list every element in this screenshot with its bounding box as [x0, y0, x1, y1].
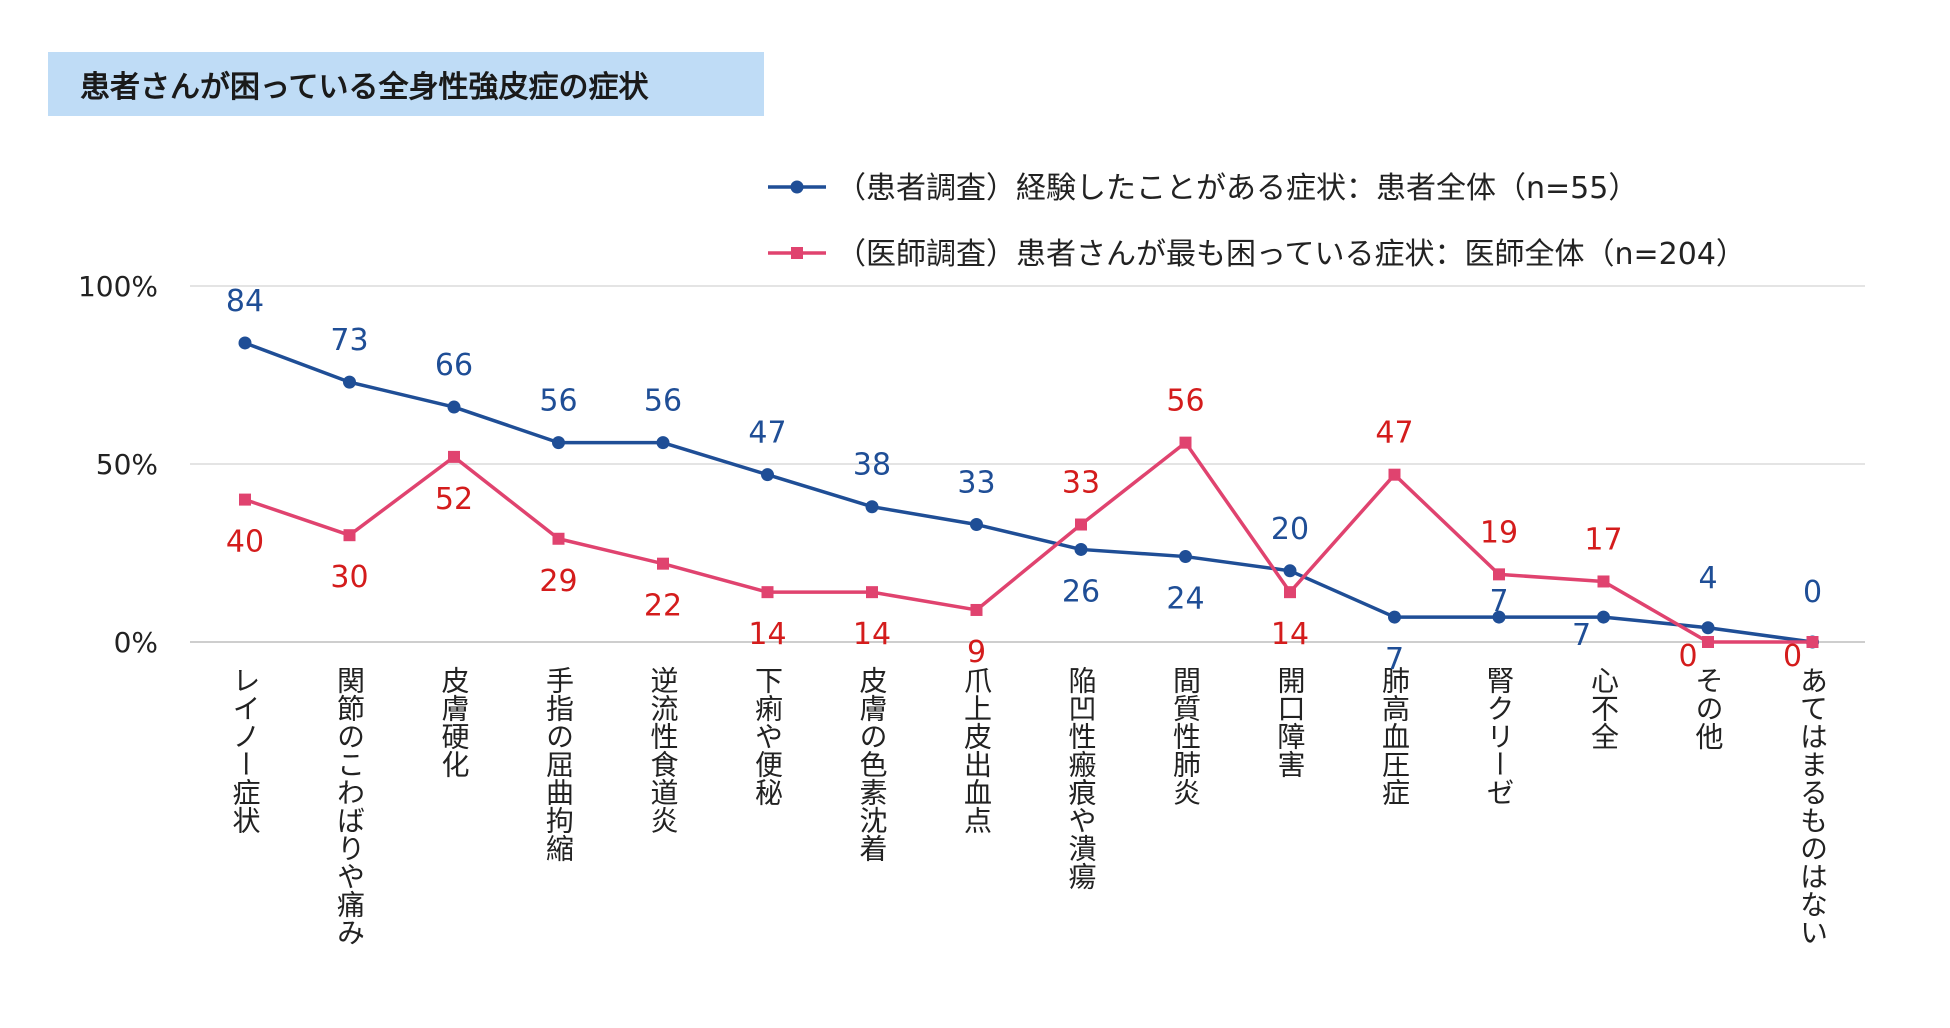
series-line-1	[244, 341, 1813, 644]
data-label: 19	[1480, 515, 1518, 550]
data-point	[552, 532, 565, 545]
x-category-label: 逆流性食道炎	[647, 666, 680, 834]
data-label: 33	[957, 466, 995, 501]
x-category-label: 心不全	[1587, 666, 1620, 750]
data-label: 38	[853, 448, 891, 483]
y-tick-label: 0%	[114, 626, 158, 659]
data-point	[343, 529, 356, 542]
data-point	[761, 468, 774, 482]
chart-title-box: 患者さんが困っている全身性強皮症の症状	[48, 52, 764, 116]
data-label: 14	[1271, 617, 1309, 652]
data-label: 30	[330, 560, 368, 595]
x-category-label: あてはまるものはない	[1796, 666, 1829, 946]
x-category-label: 開口障害	[1274, 666, 1307, 778]
legend-marker-2	[791, 247, 803, 259]
data-point	[447, 400, 461, 414]
x-category-label: 皮膚の色素沈着	[856, 666, 889, 862]
data-label: 0	[1783, 639, 1802, 674]
data-label: 7	[1572, 618, 1591, 653]
x-category-label: 関節のこわばりや痛み	[333, 666, 366, 946]
data-point	[238, 336, 252, 350]
data-point	[1388, 610, 1401, 624]
data-point	[552, 436, 565, 450]
data-label: 29	[539, 564, 577, 599]
data-label: 56	[539, 384, 577, 419]
data-label: 56	[1166, 384, 1204, 419]
data-label: 7	[1489, 584, 1508, 619]
data-point	[657, 557, 669, 570]
data-label: 17	[1584, 522, 1622, 557]
data-label: 73	[330, 323, 368, 358]
data-label: 26	[1062, 574, 1100, 609]
data-label: 47	[748, 416, 786, 451]
x-category-label: 手指の屈曲拘縮	[542, 666, 575, 862]
legend-label-1: （患者調査）経験したことがある症状：患者全体（n=55）	[836, 171, 1638, 206]
data-point	[1597, 610, 1610, 624]
data-label: 56	[644, 384, 682, 419]
data-point	[343, 375, 356, 389]
data-label: 4	[1698, 561, 1717, 596]
x-category-label: レイノー症状	[229, 666, 262, 834]
data-label: 40	[226, 525, 264, 560]
data-point	[866, 586, 878, 599]
data-label: 7	[1385, 642, 1404, 677]
data-point	[1493, 568, 1505, 581]
data-label: 9	[967, 635, 986, 670]
data-point	[1702, 636, 1714, 648]
chart-title: 患者さんが困っている全身性強皮症の症状	[80, 70, 649, 105]
legend-label-2: （医師調査）患者さんが最も困っている症状：医師全体（n=204）	[836, 237, 1746, 272]
y-tick-label: 50%	[96, 448, 158, 481]
data-point	[1701, 621, 1715, 635]
x-category-label: その他	[1692, 666, 1725, 750]
data-label: 33	[1062, 466, 1100, 501]
data-label: 84	[226, 284, 264, 319]
data-point	[1074, 542, 1088, 556]
data-point	[1284, 586, 1296, 599]
data-point	[970, 603, 983, 616]
data-label: 20	[1271, 512, 1309, 547]
x-category-label: 爪上皮出血点	[960, 666, 993, 834]
data-label: 66	[435, 348, 473, 383]
data-label: 0	[1803, 575, 1822, 610]
data-label: 14	[853, 617, 891, 652]
data-point	[970, 518, 983, 532]
x-category-label: 下痢や便秘	[751, 666, 784, 806]
data-point	[239, 493, 251, 506]
data-point	[1597, 575, 1610, 588]
data-point	[1283, 564, 1297, 578]
x-category-label: 間質性肺炎	[1169, 666, 1202, 806]
data-point	[1075, 518, 1087, 531]
data-label: 24	[1166, 582, 1204, 617]
legend-marker-1	[790, 180, 804, 194]
data-point	[1388, 468, 1401, 481]
data-point	[448, 450, 460, 463]
data-point	[761, 586, 774, 599]
data-label: 14	[748, 617, 786, 652]
data-point	[1492, 610, 1506, 624]
x-category-label: 皮膚硬化	[438, 666, 471, 778]
x-category-label: 腎クリーゼ	[1483, 666, 1516, 806]
data-label: 47	[1375, 416, 1413, 451]
data-point	[1806, 636, 1819, 648]
x-category-label: 陥凹性瘢痕や潰瘍	[1065, 666, 1098, 890]
x-category-label: 肺高血圧症	[1378, 666, 1411, 806]
data-label: 52	[435, 482, 473, 517]
series-line-2	[244, 440, 1813, 644]
data-point	[1179, 436, 1192, 449]
y-tick-label: 100%	[78, 270, 158, 303]
data-label: 0	[1678, 639, 1697, 674]
data-point	[656, 436, 670, 450]
data-label: 22	[644, 589, 682, 624]
data-point	[865, 500, 879, 514]
data-point	[1179, 550, 1192, 564]
